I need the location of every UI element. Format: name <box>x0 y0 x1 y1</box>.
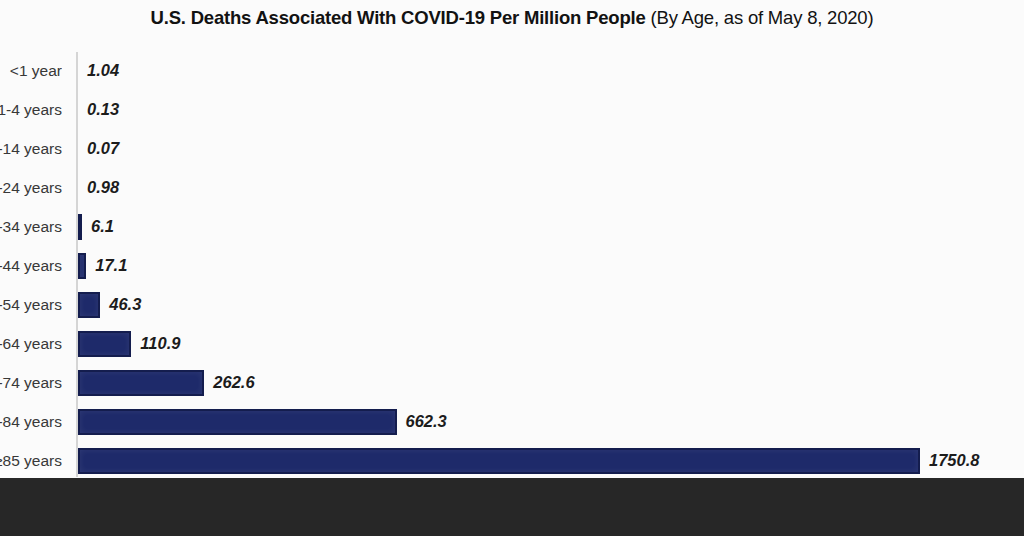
chart-title: U.S. Deaths Associated With COVID-19 Per… <box>0 7 1024 29</box>
bar-row: 75-84 years 662.3 <box>0 402 1024 441</box>
value-label: 46.3 <box>109 295 141 314</box>
letterbox-bottom-band <box>0 478 1024 536</box>
value-label: 1.04 <box>87 61 119 80</box>
category-label: 35-44 years <box>0 246 62 285</box>
value-label: 17.1 <box>95 256 127 275</box>
bar-row: 25-34 years 6.1 <box>0 207 1024 246</box>
value-label: 0.13 <box>87 100 119 119</box>
value-label: 0.98 <box>87 178 119 197</box>
bar-zone: 0.07 <box>78 139 119 158</box>
bar-row: 1-4 years 0.13 <box>0 90 1024 129</box>
bar-zone: 6.1 <box>78 214 114 240</box>
category-label: 55-64 years <box>0 324 62 363</box>
chart-title-qualifier: (By Age, as of May 8, 2020) <box>651 7 874 28</box>
category-label: 45-54 years <box>0 285 62 324</box>
bar-zone: 46.3 <box>78 292 141 318</box>
bar-row: <1 year 1.04 <box>0 51 1024 90</box>
screenshot-root: U.S. Deaths Associated With COVID-19 Per… <box>0 0 1024 536</box>
bar <box>78 331 131 357</box>
bar <box>78 292 100 318</box>
bar-row: 45-54 years 46.3 <box>0 285 1024 324</box>
bar-zone: 0.13 <box>78 100 119 119</box>
bar <box>78 448 920 474</box>
bar-zone: 110.9 <box>78 331 180 357</box>
category-label: 25-34 years <box>0 207 62 246</box>
value-label: 1750.8 <box>929 451 979 470</box>
category-label: ≥85 years <box>0 441 62 480</box>
bar <box>78 370 204 396</box>
category-label: 65-74 years <box>0 363 62 402</box>
value-label: 0.07 <box>87 139 119 158</box>
bar-zone: 17.1 <box>78 253 127 279</box>
plot-area: <1 year 1.04 1-4 years 0.13 5-14 years 0.07 15… <box>0 51 1024 480</box>
bar-row: ≥85 years 1750.8 <box>0 441 1024 480</box>
bar-row: 55-64 years 110.9 <box>0 324 1024 363</box>
bar-row: 5-14 years 0.07 <box>0 129 1024 168</box>
bar <box>78 409 397 435</box>
category-label: 75-84 years <box>0 402 62 441</box>
bar-zone: 662.3 <box>78 409 447 435</box>
bar <box>78 214 82 240</box>
bar-row: 65-74 years 262.6 <box>0 363 1024 402</box>
chart-title-main: U.S. Deaths Associated With COVID-19 Per… <box>151 7 646 28</box>
category-label: 1-4 years <box>0 90 62 129</box>
value-label: 262.6 <box>213 373 254 392</box>
bar-row: 35-44 years 17.1 <box>0 246 1024 285</box>
bar-zone: 1.04 <box>78 61 119 80</box>
value-label: 6.1 <box>91 217 114 236</box>
bar <box>78 253 86 279</box>
bar-zone: 262.6 <box>78 370 255 396</box>
category-label: 15-24 years <box>0 168 62 207</box>
bar-row: 15-24 years 0.98 <box>0 168 1024 207</box>
value-label: 662.3 <box>406 412 447 431</box>
bar-zone: 0.98 <box>78 178 119 197</box>
bar-rows: <1 year 1.04 1-4 years 0.13 5-14 years 0.07 15… <box>0 51 1024 480</box>
category-label: <1 year <box>0 51 62 90</box>
bar-zone: 1750.8 <box>78 448 979 474</box>
category-label: 5-14 years <box>0 129 62 168</box>
value-label: 110.9 <box>140 334 180 353</box>
